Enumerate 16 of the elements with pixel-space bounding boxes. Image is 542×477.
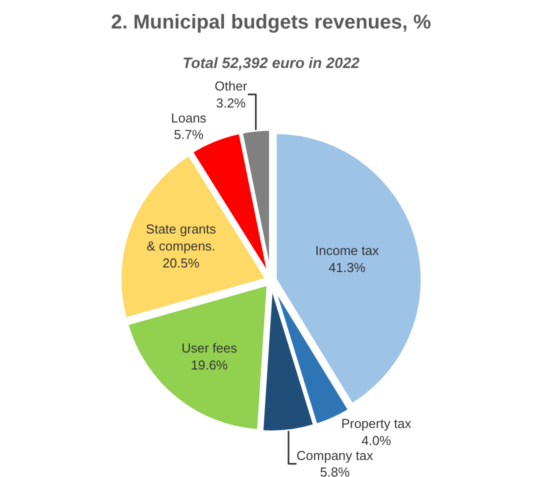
chart-title: 2. Municipal budgets revenues, % xyxy=(110,11,432,34)
data-label: 19.6% xyxy=(190,357,228,372)
data-label: 5.8% xyxy=(320,464,350,477)
slice-label: Company tax xyxy=(296,448,374,463)
chart-subtitle: Total 52,392 euro in 2022 xyxy=(182,54,360,72)
data-label: 5.7% xyxy=(174,127,204,142)
data-label: 3.2% xyxy=(216,95,246,110)
slice-label: Loans xyxy=(170,110,207,126)
data-label: 4.0% xyxy=(361,432,392,448)
data-label: 41.3% xyxy=(328,260,366,276)
slice-label: Other xyxy=(214,78,248,94)
data-label: 20.5% xyxy=(162,255,200,270)
slice-label: User fees xyxy=(181,340,238,356)
slice-label: Income tax xyxy=(315,243,380,258)
slice-label: State grants & compens. xyxy=(146,222,217,254)
slice-label: Property tax xyxy=(341,416,412,431)
